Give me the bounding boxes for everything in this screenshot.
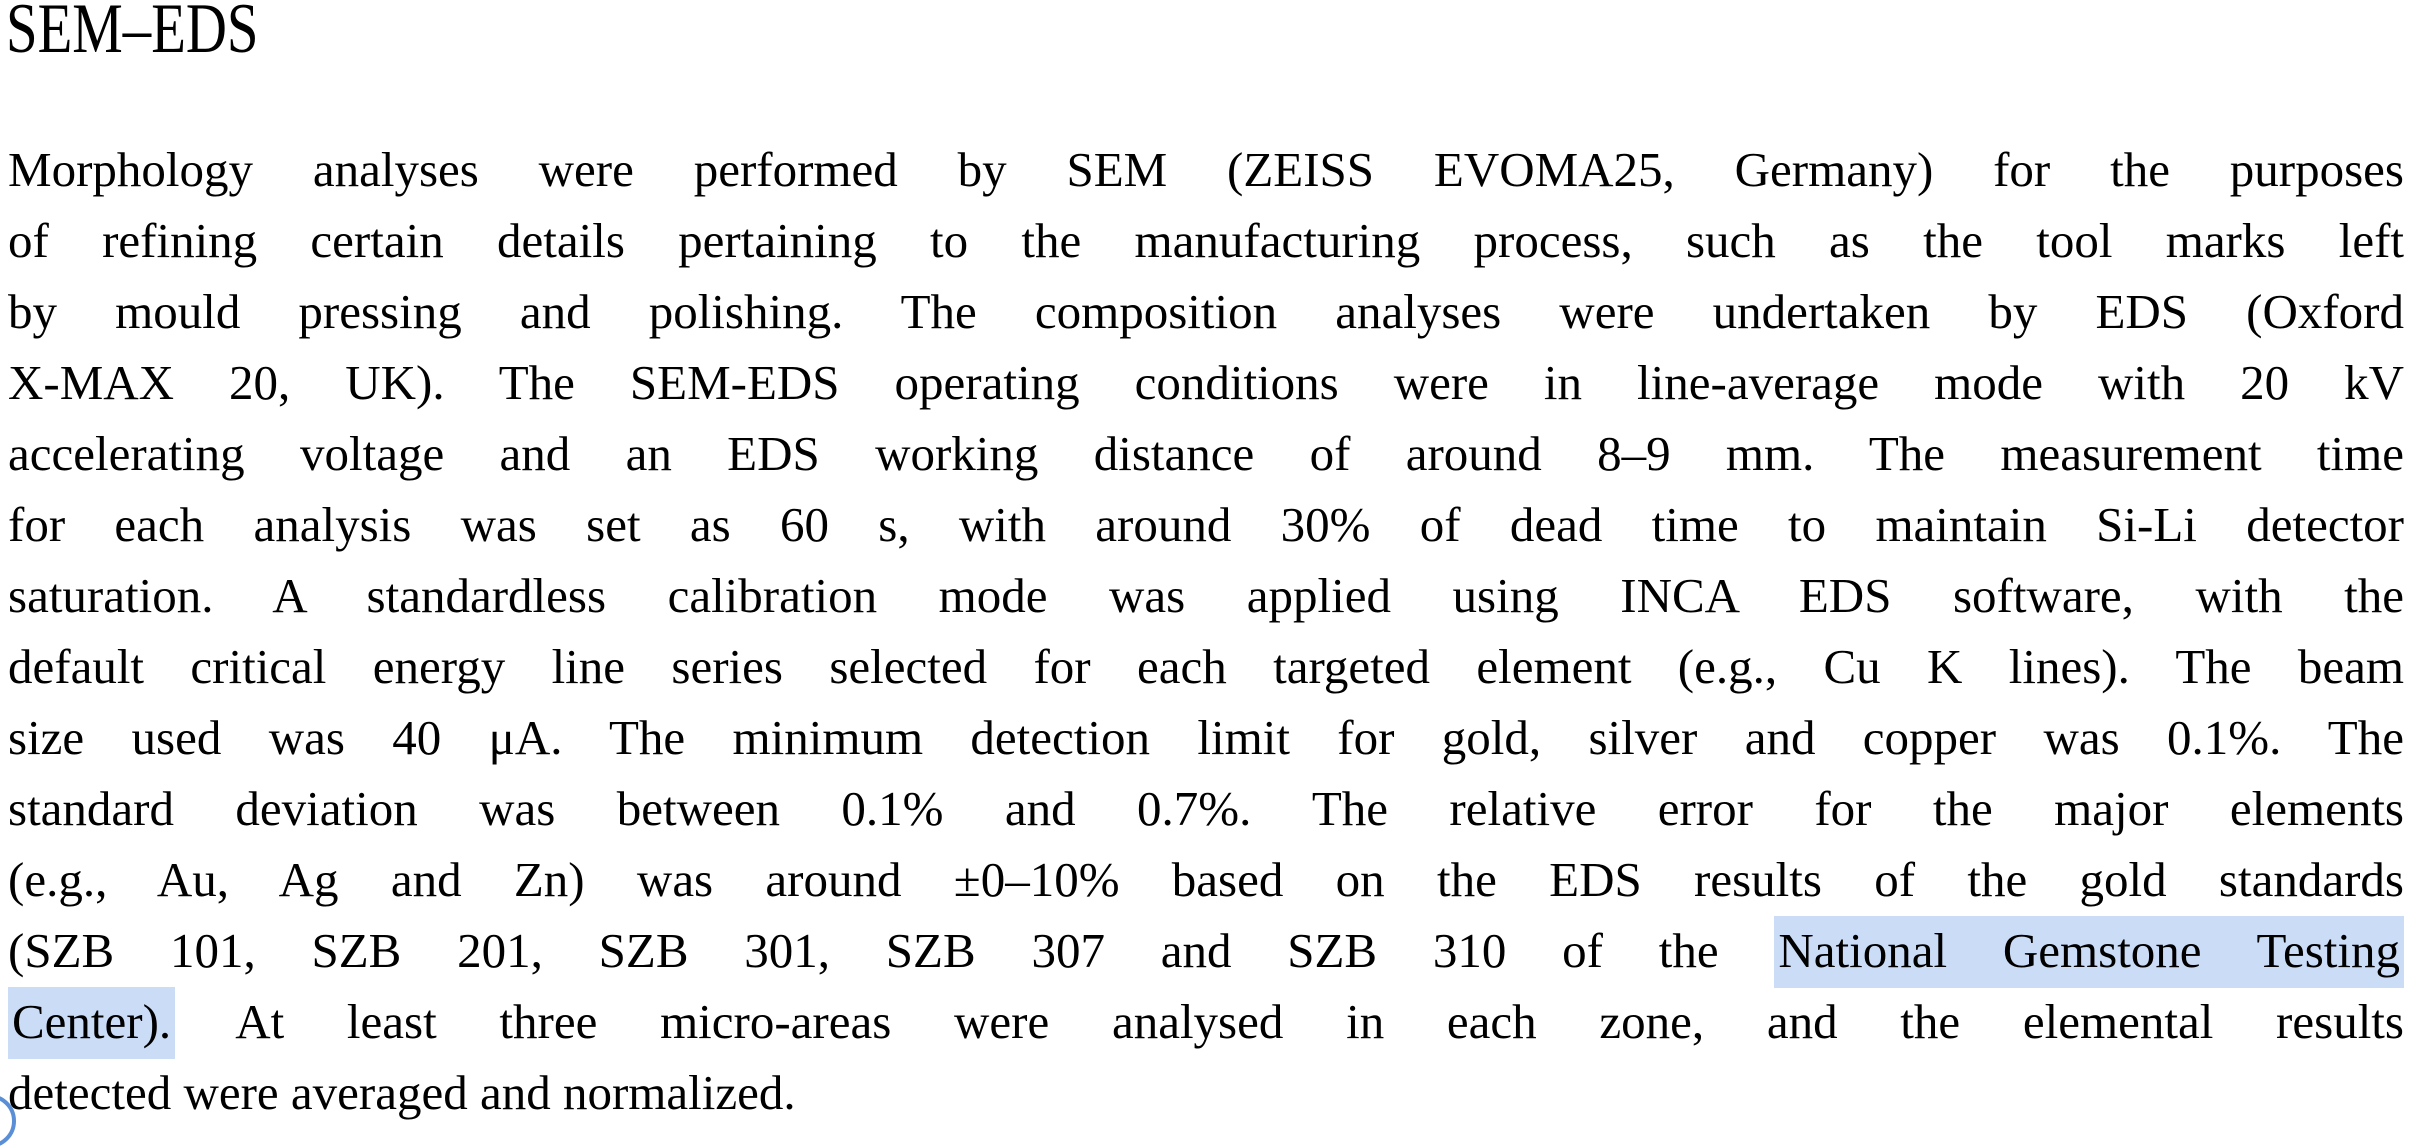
text-run: Morphology analyses were performed by SE… [8,142,2404,197]
paragraph-line: saturation. A standardless calibration m… [8,560,2404,631]
paragraph-line: of refining certain details pertaining t… [8,205,2404,276]
paragraph-line: Center). At least three micro-areas were… [8,986,2404,1059]
paragraph-line: (SZB 101, SZB 201, SZB 301, SZB 307 and … [8,915,2404,988]
text-run: of refining certain details pertaining t… [8,213,2404,268]
paragraph-line: (e.g., Au, Ag and Zn) was around ±0–10% … [8,844,2404,915]
paragraph-line: detected were averaged and normalized. [8,1057,2404,1128]
text-run: for each analysis was set as 60 s, with … [8,497,2404,552]
text-run: At least three micro-areas were analysed… [175,994,2404,1049]
text-run: saturation. A standardless calibration m… [8,568,2404,623]
paragraph: Morphology analyses were performed by SE… [8,134,2404,1128]
text-run: accelerating voltage and an EDS working … [8,426,2404,481]
text-run: size used was 40 μA. The minimum detecti… [8,710,2404,765]
text-run: X-MAX 20, UK). The SEM-EDS operating con… [8,355,2404,410]
paragraph-line: standard deviation was between 0.1% and … [8,773,2404,844]
paragraph-line: accelerating voltage and an EDS working … [8,418,2404,489]
selected-text-highlight: Center). [8,987,176,1059]
paragraph-line: default critical energy line series sele… [8,631,2404,702]
section-heading: SEM–EDS [6,0,259,68]
text-run: by mould pressing and polishing. The com… [8,284,2404,339]
text-run: (e.g., Au, Ag and Zn) was around ±0–10% … [8,852,2404,907]
paragraph-line: by mould pressing and polishing. The com… [8,276,2404,347]
paragraph-line: Morphology analyses were performed by SE… [8,134,2404,205]
text-run: standard deviation was between 0.1% and … [8,781,2404,836]
paragraph-line: size used was 40 μA. The minimum detecti… [8,702,2404,773]
paragraph-line: X-MAX 20, UK). The SEM-EDS operating con… [8,347,2404,418]
text-run: (SZB 101, SZB 201, SZB 301, SZB 307 and … [8,923,1775,978]
text-run: detected were averaged and normalized. [8,1065,796,1120]
selected-text-highlight: National Gemstone Testing [1774,916,2404,988]
paragraph-line: for each analysis was set as 60 s, with … [8,489,2404,560]
text-run: default critical energy line series sele… [8,639,2404,694]
